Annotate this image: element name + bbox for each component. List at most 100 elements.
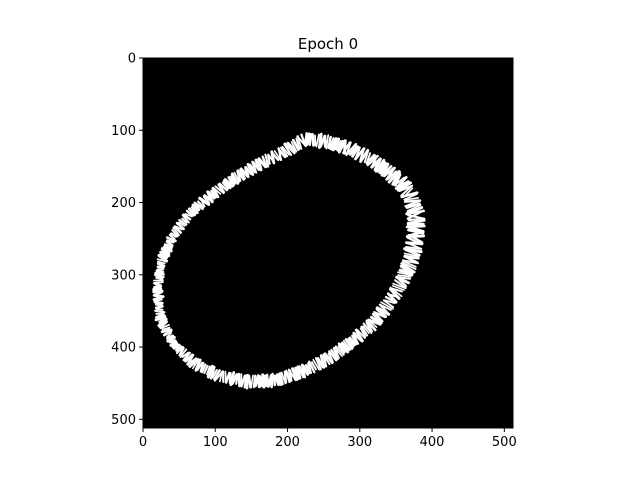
ring-dash — [381, 165, 393, 177]
ring-dash — [402, 259, 420, 265]
ring-dash — [210, 189, 218, 199]
ring-dash — [305, 132, 311, 147]
ring-dash — [363, 150, 369, 164]
ring-dash — [405, 202, 421, 209]
ring-strokes — [152, 131, 426, 390]
ring-dash — [165, 236, 177, 243]
ring-dash — [166, 332, 173, 338]
ring-dash — [184, 213, 193, 218]
ring-dash — [296, 365, 302, 380]
y-tick-label: 400 — [111, 341, 136, 356]
ring-dash — [290, 141, 297, 151]
ring-dash — [274, 374, 280, 387]
image-background — [143, 58, 513, 428]
ring-dash — [172, 226, 180, 236]
ring-dash — [283, 143, 293, 157]
ring-dash — [156, 262, 166, 268]
ring-dash — [362, 322, 373, 334]
ring-dash — [161, 326, 171, 331]
ring-dash — [237, 372, 241, 388]
ring-dash — [332, 346, 340, 360]
ring-dash — [211, 186, 220, 199]
ring-dash — [347, 337, 355, 348]
ring-dash — [337, 344, 346, 354]
ring-dash — [152, 281, 164, 285]
ring-dash — [308, 360, 316, 374]
ring-dash — [384, 295, 398, 304]
ring-dash — [406, 225, 425, 233]
ring-dash — [184, 353, 194, 363]
ring-dash — [209, 365, 216, 380]
ring-dash — [328, 350, 338, 362]
ring-dash — [160, 328, 173, 334]
ring-dash — [213, 370, 224, 382]
ring-dash — [263, 374, 268, 388]
ring-dash — [254, 375, 260, 388]
ring-dash — [392, 285, 405, 291]
ring-dash — [162, 245, 173, 250]
ring-dash — [171, 229, 179, 238]
ring-dash — [396, 276, 408, 288]
ring-dash — [222, 179, 232, 190]
ring-dash — [188, 207, 196, 217]
ring-dash — [154, 305, 164, 310]
ring-dash — [329, 137, 338, 151]
ring-dash — [291, 367, 299, 381]
ring-dash — [365, 319, 377, 332]
ring-dash — [207, 191, 216, 200]
ring-dash — [178, 346, 185, 357]
ring-dash — [153, 285, 162, 289]
ring-dash — [327, 135, 332, 150]
ring-dash — [230, 172, 240, 185]
ring-dash — [281, 145, 290, 156]
ring-dash — [206, 364, 215, 379]
ring-dash — [359, 149, 365, 161]
ring-dash — [304, 364, 311, 375]
ring-dash — [389, 286, 403, 298]
ring-dash — [191, 203, 199, 215]
ring-dash — [185, 209, 194, 218]
ring-dash — [311, 133, 315, 147]
ring-dash — [288, 369, 293, 382]
ring-dash — [310, 361, 317, 371]
ring-dash — [374, 311, 386, 319]
ring-dash — [278, 372, 284, 386]
ring-dash — [218, 182, 228, 192]
ring-dash — [257, 157, 268, 169]
ring-dash — [398, 268, 414, 276]
ring-dash — [308, 133, 313, 147]
ring-dash — [252, 374, 257, 389]
ring-dash — [397, 274, 412, 278]
ring-dash — [317, 357, 324, 369]
ring-dash — [154, 309, 166, 314]
ring-dash — [397, 271, 414, 277]
ring-dash — [178, 221, 186, 227]
ring-dash — [394, 279, 407, 289]
ring-dash — [267, 374, 273, 388]
x-tick-label: 400 — [420, 435, 445, 450]
ring-dash — [159, 250, 171, 258]
y-tick-label: 200 — [111, 196, 136, 211]
ring-dash — [392, 282, 407, 290]
ring-dash — [380, 301, 394, 310]
ring-dash — [270, 151, 280, 162]
ring-dash — [188, 358, 200, 368]
ring-dash — [342, 141, 352, 155]
ring-dash — [403, 252, 420, 258]
ring-dash — [181, 351, 190, 358]
ring-dash — [291, 138, 300, 151]
ring-dash — [179, 348, 188, 358]
ring-dash — [373, 310, 384, 323]
ring-dash — [168, 234, 176, 241]
ring-dash — [223, 178, 234, 188]
ring-dash — [190, 205, 197, 215]
ring-dash — [337, 342, 350, 354]
ring-dash — [153, 291, 163, 296]
ring-dash — [243, 374, 249, 389]
ring-dash — [300, 133, 307, 147]
ring-dash — [323, 352, 334, 365]
ring-dash — [302, 364, 310, 376]
ring-dash — [159, 253, 169, 260]
ring-dash — [173, 225, 182, 234]
